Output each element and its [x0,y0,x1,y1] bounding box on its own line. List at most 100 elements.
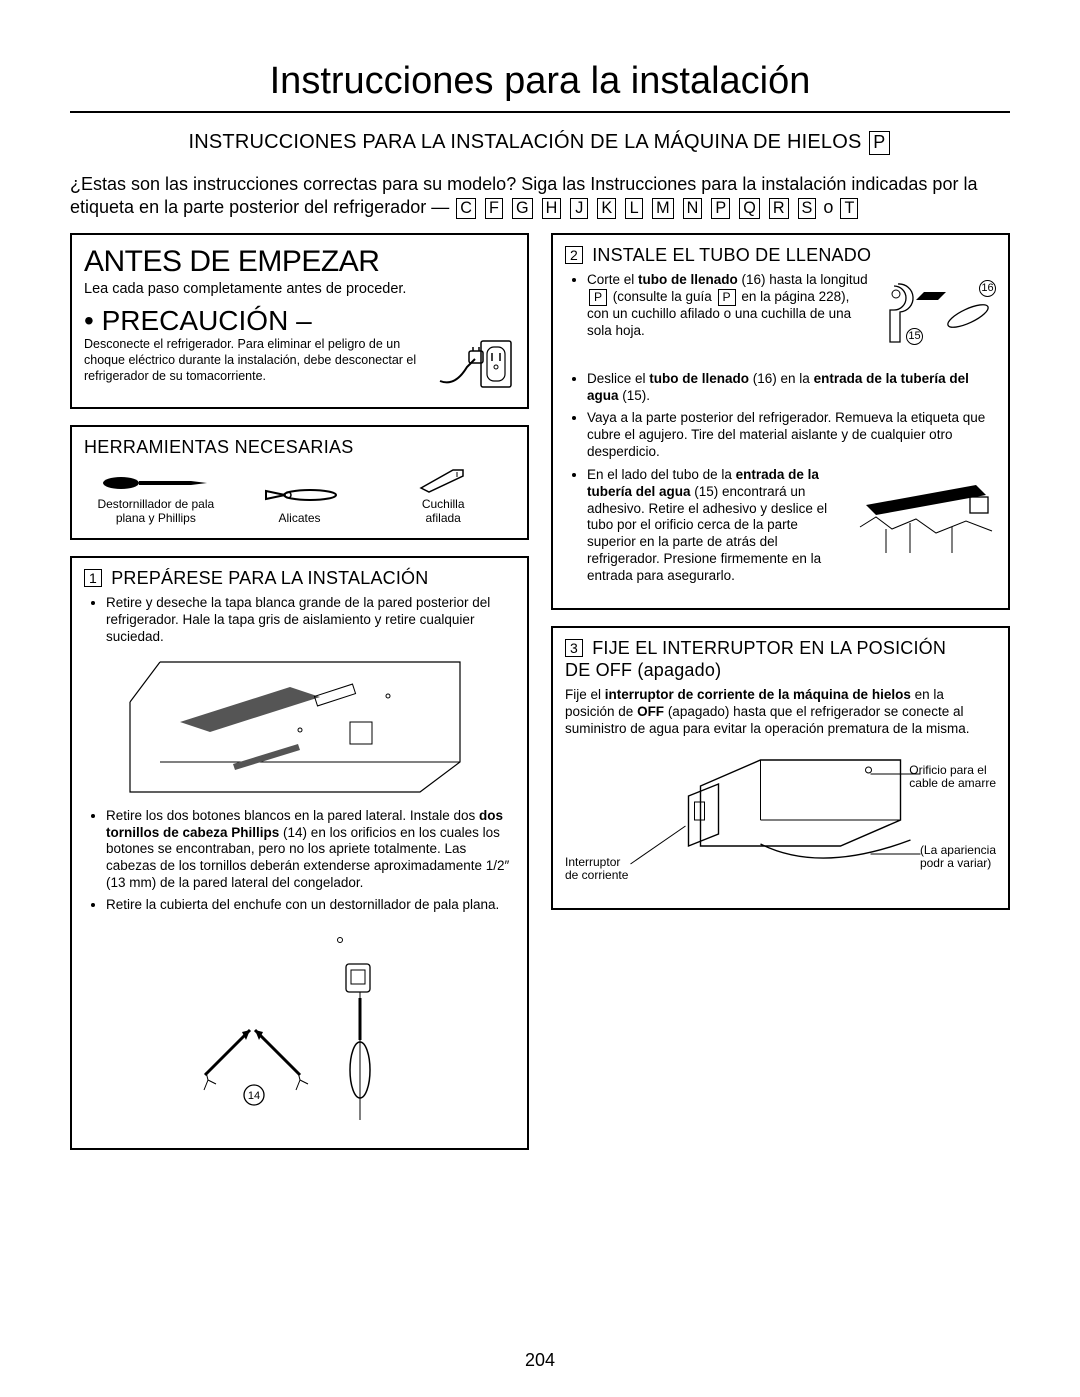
model-letter: C [456,198,476,219]
step2-number: 2 [565,246,583,264]
callout-switch: Interruptor de corriente [565,856,628,882]
model-letter: N [683,198,703,219]
model-letter: G [512,198,533,219]
tools-row: Destornillador de pala plana y Phillips … [84,464,515,526]
s3crb-b: podr a variar) [920,856,991,870]
step2-bullet-4: En el lado del tubo de la entrada de la … [587,467,848,585]
model-letter: K [597,198,616,219]
tool-pliers: Alicates [228,482,372,526]
caution-heading: PRECAUCIÓN – [84,305,515,337]
s3cl-a: Interruptor [565,855,620,869]
before-start-heading: ANTES DE EMPEZAR [84,245,515,279]
s2b1c: (consulte la guía [609,289,716,304]
step2-bullets-rest: Deslice el tubo de llenado (16) en la en… [565,371,996,460]
step2-bullet-2: Deslice el tubo de llenado (16) en la en… [587,371,996,405]
step3-title-a: FIJE EL INTERRUPTOR EN LA POSICIÓN [592,638,946,658]
step1-bullet-2: Retire los dos botones blancos en la par… [106,808,515,892]
caution-text: Desconecte el refrigerador. Para elimina… [84,337,429,384]
step3-panel: 3 FIJE EL INTERRUPTOR EN LA POSICIÓN DE … [551,626,1010,910]
step3-paragraph: Fije el interruptor de corriente de la m… [565,687,996,738]
model-letter: J [570,198,588,219]
screwdriver-icon [101,472,211,494]
step2-figure-2 [856,467,996,557]
s3crt-b: cable de amarre [909,776,996,790]
before-start-panel: ANTES DE EMPEZAR Lea cada paso completam… [70,233,529,409]
step3-figure: Interruptor de corriente Orificio para e… [565,746,996,896]
callout-appearance: (La apariencia podr a variar) [920,844,996,870]
before-start-line: Lea cada paso completamente antes de pro… [84,281,515,297]
step3-title-b: DE OFF (apagado) [565,660,721,680]
step1-figure-1 [120,652,480,802]
plug-outlet-icon [437,337,515,395]
knife-icon [413,464,473,494]
step2-heading: 2 INSTALE EL TUBO DE LLENADO [565,245,996,266]
caution-label: PRECAUCIÓN – [102,305,312,336]
pliers-icon [260,482,340,508]
s3crt-a: Orificio para el [909,763,986,777]
s3p1bold2: OFF [637,704,664,719]
step1-panel: 1 PREPÁRESE PARA LA INSTALACIÓN Retire y… [70,556,529,1150]
subtitle-box-letter: P [869,131,889,155]
caution-bullet-icon [84,305,102,336]
tool-knife: Cuchilla afilada [371,464,515,526]
model-letter: Q [739,198,760,219]
s2b2bold: tubo de llenado [649,371,749,386]
callout-hole: Orificio para el cable de amarre [909,764,996,790]
page-title: Instrucciones para la instalación [70,60,1010,103]
model-letter: H [542,198,562,219]
model-letter: P [711,198,730,219]
step2-bullet-1: Corte el tubo de llenado (16) hasta la l… [587,272,868,340]
model-letter: L [625,198,643,219]
step1-title: PREPÁRESE PARA LA INSTALACIÓN [111,568,428,588]
s3p1a: Fije el [565,687,605,702]
svg-text:14: 14 [247,1090,259,1102]
step1-number: 1 [84,569,102,587]
fill-tube-icon [876,272,996,362]
model-letter: R [769,198,789,219]
step1-bullet-1: Retire y deseche la tapa blanca grande d… [106,595,515,646]
s3crb-a: (La apariencia [920,843,996,857]
step2-bullet-3: Vaya a la parte posterior del refrigerad… [587,410,996,461]
step3-number: 3 [565,639,583,657]
s2b1box: P [589,289,607,306]
s2b1b: (16) hasta la longitud [738,272,868,287]
tool-knife-label-b: afilada [371,512,515,526]
step2-panel: 2 INSTALE EL TUBO DE LLENADO Corte el tu… [551,233,1010,610]
model-letter: M [652,198,673,219]
step2-bullet-1-wrap: Corte el tubo de llenado (16) hasta la l… [565,272,868,345]
title-rule [70,111,1010,113]
model-letter: F [485,198,503,219]
step1-bullets-2: Retire los dos botones blancos en la par… [84,808,515,914]
tool-screwdriver: Destornillador de pala plana y Phillips [84,472,228,526]
step2-figure-1: 16 15 [876,272,996,367]
s2b1a: Corte el [587,272,638,287]
s2b2a: Deslice el [587,371,649,386]
tool-pliers-label: Alicates [228,512,372,526]
columns: ANTES DE EMPEZAR Lea cada paso completam… [70,233,1010,1149]
subtitle: INSTRUCCIONES PARA LA INSTALACIÓN DE LA … [70,131,1010,155]
step1-heading: 1 PREPÁRESE PARA LA INSTALACIÓN [84,568,515,589]
intro-or: o [823,197,833,217]
page: Instrucciones para la instalación INSTRU… [0,0,1080,1397]
page-number: 204 [0,1350,1080,1371]
step2-title: INSTALE EL TUBO DE LLENADO [592,245,871,265]
left-column: ANTES DE EMPEZAR Lea cada paso completam… [70,233,529,1149]
step2-bullet-4-wrap: En el lado del tubo de la entrada de la … [565,467,848,590]
step1-b2-a: Retire los dos botones blancos en la par… [106,808,479,823]
s3p1bold: interruptor de corriente de la máquina d… [605,687,911,702]
model-letter: S [798,198,817,219]
model-letters: C F G H J K L M N P Q R S [454,197,823,217]
s3cl-b: de corriente [565,868,628,882]
tool-screwdriver-label-b: plana y Phillips [84,512,228,526]
step3-heading: 3 FIJE EL INTERRUPTOR EN LA POSICIÓN DE … [565,638,996,681]
step1-bullets: Retire y deseche la tapa blanca grande d… [84,595,515,646]
intro-paragraph: ¿Estas son las instrucciones correctas p… [70,173,1010,220]
s2b1bold: tubo de llenado [638,272,738,287]
subtitle-text: INSTRUCCIONES PARA LA INSTALACIÓN DE LA … [188,131,861,153]
s2b4a: En el lado del tubo de la [587,467,736,482]
right-column: 2 INSTALE EL TUBO DE LLENADO Corte el tu… [551,233,1010,1149]
tool-screwdriver-label-a: Destornillador de pala [84,498,228,512]
model-letter-last: T [840,198,858,219]
step1-figure-2: 14 [150,920,450,1130]
tool-knife-label-a: Cuchilla [371,498,515,512]
